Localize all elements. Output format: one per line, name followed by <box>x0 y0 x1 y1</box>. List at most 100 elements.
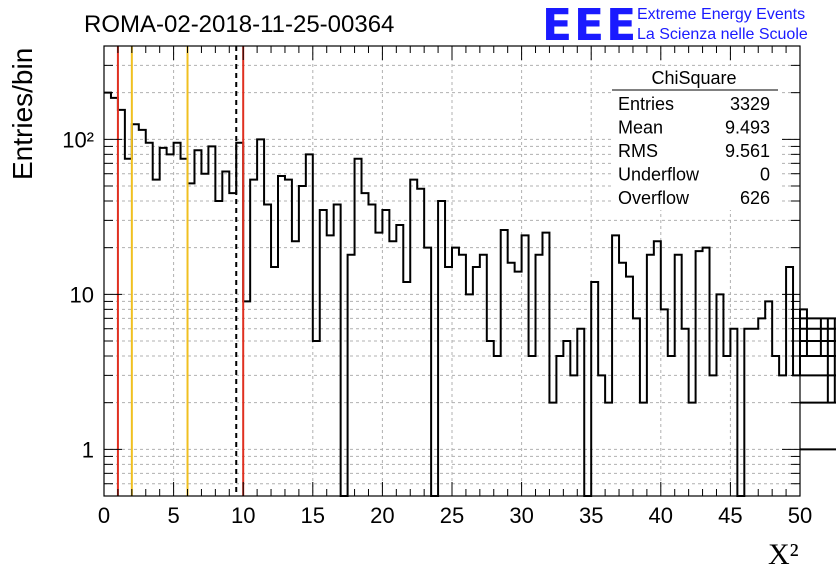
histogram-bin <box>758 318 765 496</box>
histogram-bin <box>654 241 661 496</box>
histogram-bin <box>710 375 717 496</box>
stats-label: Mean <box>618 118 663 138</box>
x-axis-label: X² <box>768 538 799 571</box>
histogram-bin <box>348 255 355 496</box>
histogram-bin <box>501 230 508 496</box>
histogram-bin <box>271 267 278 496</box>
histogram-bin <box>494 356 501 496</box>
histogram-bin <box>452 248 459 496</box>
histogram-bin <box>793 375 800 496</box>
histogram-bin <box>480 255 487 496</box>
x-tick-label: 50 <box>788 503 812 528</box>
histogram-bin <box>661 309 668 496</box>
histogram-bin <box>410 180 417 496</box>
histogram-bin <box>167 154 174 496</box>
histogram-bin <box>508 263 515 496</box>
histogram-bin <box>487 341 494 496</box>
histogram-bin <box>153 180 160 496</box>
reference-lines <box>116 46 245 496</box>
histogram-bin <box>132 124 139 496</box>
histogram-bin <box>111 98 118 496</box>
histogram-bin <box>716 294 723 496</box>
y-tick-label: 1 <box>82 437 94 462</box>
histogram-bin <box>473 267 480 496</box>
x-tick-labels: 0 5 10 15 20 25 30 35 40 45 50 <box>98 503 812 528</box>
histogram-bin <box>327 235 334 496</box>
histogram-bin <box>605 403 612 496</box>
histogram-bin <box>257 139 264 496</box>
histogram-bin <box>382 210 389 496</box>
x-tick-label: 40 <box>649 503 673 528</box>
histogram-bin <box>403 282 410 496</box>
histogram-bin <box>292 241 299 496</box>
histogram-bin <box>208 146 215 496</box>
y-tick-labels: 1 10 10² <box>62 127 94 462</box>
stats-label: RMS <box>618 141 658 161</box>
histogram-bin <box>160 148 167 496</box>
histogram-bin <box>285 180 292 496</box>
logo: EEE Extreme Energy Events La Scienza nel… <box>542 0 808 51</box>
stats-value: 0 <box>760 165 770 185</box>
x-tick-label: 45 <box>718 503 742 528</box>
x-tick-label: 15 <box>301 503 325 528</box>
histogram-bin <box>640 403 647 496</box>
histogram-bin <box>125 159 132 496</box>
x-tick-label: 10 <box>231 503 255 528</box>
stats-box: ChiSquare Entries 3329 Mean 9.493 RMS 9.561 Un… <box>612 66 780 210</box>
histogram-bin <box>334 204 341 496</box>
histogram-bin <box>236 143 243 496</box>
histogram-bin <box>536 255 543 496</box>
histogram-outline <box>104 91 836 497</box>
histogram-bin <box>522 235 529 496</box>
histogram-bin <box>563 341 570 496</box>
histogram-bin <box>696 251 703 496</box>
stats-value: 9.493 <box>725 118 770 138</box>
histogram-bin <box>529 356 536 496</box>
logo-line-1: Extreme Energy Events <box>637 6 805 23</box>
y-tick-label: 10² <box>62 127 94 152</box>
histogram-bin <box>417 189 424 496</box>
histogram-bin <box>765 301 772 496</box>
histogram-bin <box>181 159 188 496</box>
x-tick-label: 30 <box>509 503 533 528</box>
histogram-bin <box>619 263 626 496</box>
x-tick-label: 0 <box>98 503 110 528</box>
chart-title: ROMA-02-2018-11-25-00364 <box>84 11 394 38</box>
histogram-bin <box>424 248 431 496</box>
x-tick-label: 20 <box>370 503 394 528</box>
histogram-bin <box>139 130 146 496</box>
histogram-bin <box>243 301 250 496</box>
histogram-bin <box>146 143 153 496</box>
histogram-bin <box>598 375 605 496</box>
histogram-bin <box>250 180 257 496</box>
histogram-bin <box>556 356 563 496</box>
histogram-bin <box>299 186 306 496</box>
histogram-bin <box>772 356 779 496</box>
stats-label: Underflow <box>618 165 700 185</box>
stats-value: 9.561 <box>725 141 770 161</box>
histogram-bin <box>396 225 403 496</box>
histogram-bin <box>215 201 222 496</box>
histogram-bin <box>779 375 786 496</box>
histogram-bin <box>703 248 710 496</box>
histogram-bin <box>730 329 737 496</box>
histogram-bin <box>549 403 556 496</box>
histogram-bin <box>188 183 195 496</box>
histogram-bin <box>689 403 696 496</box>
histogram-bin <box>362 193 369 496</box>
histogram-bin <box>320 210 327 496</box>
histogram-bin <box>744 329 751 496</box>
histogram-bin <box>570 375 577 496</box>
histogram-bin <box>515 272 522 496</box>
logo-mark: EEE <box>542 0 638 51</box>
histogram-bin <box>118 110 125 496</box>
histogram-bin <box>389 241 396 496</box>
histogram-bin <box>355 159 362 496</box>
histogram-bin <box>264 204 271 496</box>
histogram-bin <box>542 233 549 496</box>
histogram-bin <box>591 282 598 496</box>
histogram-bin <box>612 235 619 496</box>
stats-title: ChiSquare <box>651 68 736 88</box>
histogram-bin <box>626 277 633 496</box>
